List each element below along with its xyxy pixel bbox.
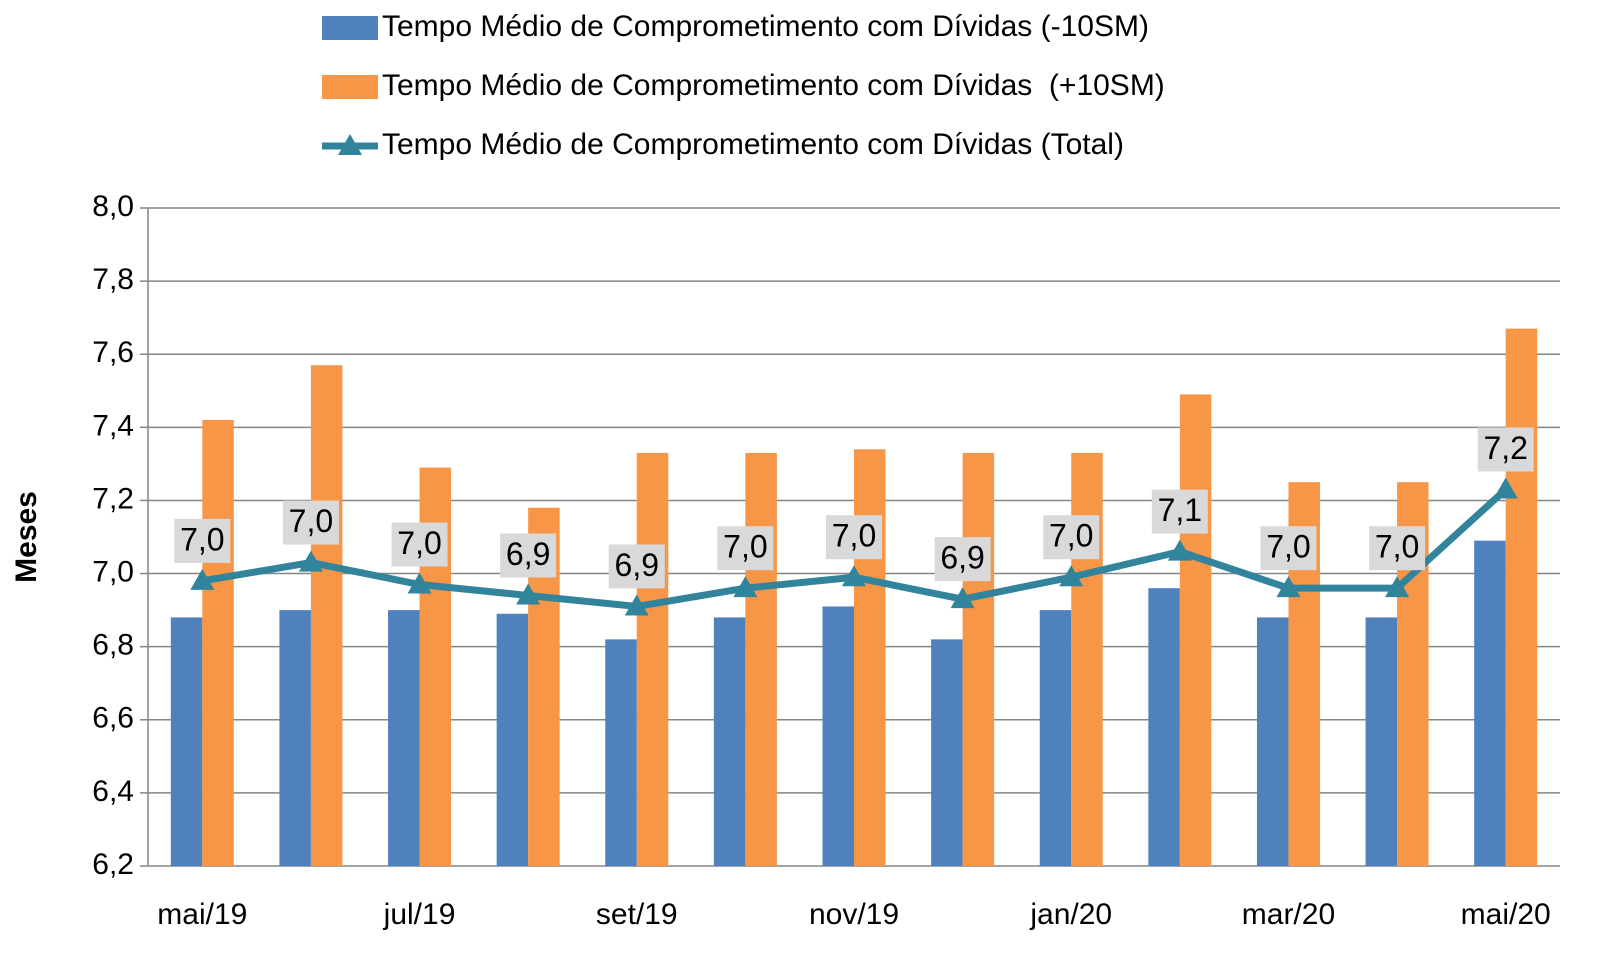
data-label: 7,0 xyxy=(1049,518,1093,554)
data-label-box xyxy=(1369,526,1426,571)
data-label-box xyxy=(391,522,448,567)
data-label: 6,9 xyxy=(506,536,550,572)
y-tick-label: 7,0 xyxy=(92,555,134,588)
data-label: 7,0 xyxy=(1266,529,1310,565)
bar xyxy=(1148,588,1180,866)
legend-label: Tempo Médio de Comprometimento com Dívid… xyxy=(382,69,1165,102)
y-tick-label: 6,4 xyxy=(92,775,134,808)
data-label: 7,2 xyxy=(1483,430,1527,466)
x-tick-label: mai/20 xyxy=(1461,898,1551,931)
data-label-box xyxy=(174,518,231,563)
bar xyxy=(496,613,529,866)
data-label-box xyxy=(500,533,557,578)
data-label-box xyxy=(1477,427,1534,472)
marker xyxy=(190,568,215,590)
data-label: 7,0 xyxy=(397,525,441,561)
marker xyxy=(1385,576,1410,598)
marker xyxy=(1276,576,1301,598)
data-label: 7,0 xyxy=(1375,529,1419,565)
marker xyxy=(1167,539,1192,561)
y-tick-label: 7,2 xyxy=(92,482,134,515)
bar xyxy=(605,639,637,866)
x-tick-label: jan/20 xyxy=(1029,898,1112,931)
marker xyxy=(733,576,758,598)
bar xyxy=(1505,328,1538,867)
marker xyxy=(516,583,541,605)
bar xyxy=(713,617,746,866)
data-label: 6,9 xyxy=(615,547,659,583)
bar xyxy=(1365,617,1398,866)
bar xyxy=(1071,452,1103,866)
data-label-box xyxy=(717,526,774,571)
x-tick-label: mar/20 xyxy=(1242,898,1335,931)
marker xyxy=(842,565,866,587)
data-label: 7,0 xyxy=(832,518,876,554)
y-tick-label: 6,8 xyxy=(92,629,134,662)
y-tick-label: 8,0 xyxy=(92,190,134,223)
marker xyxy=(950,587,975,609)
y-tick-label: 6,2 xyxy=(92,848,134,881)
bar xyxy=(1039,610,1072,866)
legend-marker xyxy=(338,134,362,155)
y-tick-label: 7,8 xyxy=(92,263,134,296)
data-label: 7,0 xyxy=(180,521,224,557)
data-label: 6,9 xyxy=(940,540,984,576)
legend-label: Tempo Médio de Comprometimento com Dívid… xyxy=(382,128,1124,161)
data-label: 7,0 xyxy=(723,529,767,565)
legend-swatch xyxy=(322,16,378,40)
marker xyxy=(624,594,649,616)
bar xyxy=(636,452,669,866)
data-label-box xyxy=(1260,526,1317,571)
bar xyxy=(822,606,854,866)
bar xyxy=(279,610,311,866)
data-label-box xyxy=(1151,489,1208,534)
data-label: 7,0 xyxy=(289,503,333,539)
x-tick-label: nov/19 xyxy=(809,898,899,931)
y-tick-label: 7,6 xyxy=(92,336,134,369)
data-label-box xyxy=(826,515,882,560)
bar xyxy=(854,449,886,866)
bar xyxy=(388,610,420,866)
marker xyxy=(1493,477,1518,499)
y-axis-label: Meses xyxy=(10,491,43,583)
data-label-box xyxy=(1043,515,1100,560)
x-tick-label: jul/19 xyxy=(383,898,456,931)
data-label: 7,1 xyxy=(1158,492,1202,528)
x-tick-label: mai/19 xyxy=(157,898,247,931)
x-tick-label: set/19 xyxy=(596,898,678,931)
bar xyxy=(310,365,343,866)
legend-swatch xyxy=(322,75,378,99)
marker xyxy=(1059,565,1084,587)
marker xyxy=(298,550,323,572)
legend-label: Tempo Médio de Comprometimento com Dívid… xyxy=(382,10,1149,43)
y-tick-label: 6,6 xyxy=(92,702,134,735)
bar xyxy=(202,420,234,866)
data-label-box xyxy=(608,544,665,589)
bar xyxy=(931,639,963,866)
data-label-box xyxy=(934,537,991,582)
marker xyxy=(407,572,432,594)
bar xyxy=(1256,617,1289,866)
bar xyxy=(1474,540,1506,866)
bar xyxy=(745,452,777,866)
y-tick-label: 7,4 xyxy=(92,409,134,442)
bar xyxy=(1179,394,1212,866)
bar xyxy=(962,452,995,866)
bar xyxy=(170,617,203,866)
data-label-box xyxy=(282,500,339,545)
